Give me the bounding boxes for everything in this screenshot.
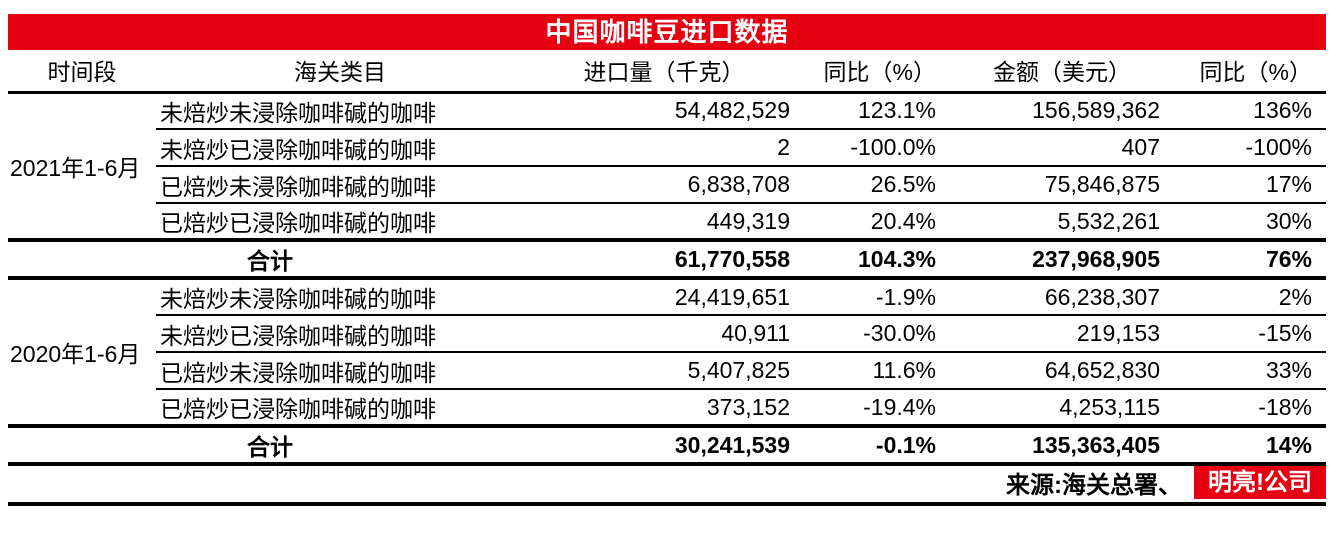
amount-cell: 4,253,115 — [950, 389, 1174, 427]
total-volume-cell: 30,241,539 — [524, 424, 804, 466]
table-row: 未焙炒已浸除咖啡碱的咖啡 2 -100.0% 407 -100% — [8, 129, 1326, 167]
header-category: 海关类目 — [156, 50, 524, 94]
table-row: 未焙炒已浸除咖啡碱的咖啡 40,911 -30.0% 219,153 -15% — [8, 315, 1326, 353]
volume-cell: 449,319 — [524, 203, 804, 241]
category-cell: 已焙炒已浸除咖啡碱的咖啡 — [156, 203, 524, 241]
total-row-2020: 合计 30,241,539 -0.1% 135,363,405 14% — [8, 424, 1326, 466]
total-period-cell — [8, 424, 156, 466]
source-text: 来源:海关总署、 — [1006, 472, 1182, 499]
volume-cell: 2 — [524, 129, 804, 167]
volume-cell: 6,838,708 — [524, 166, 804, 204]
period-label-2020: 2020年1-6月 — [8, 278, 156, 427]
volume-yoy-cell: 123.1% — [804, 92, 950, 130]
table-row: 已焙炒已浸除咖啡碱的咖啡 449,319 20.4% 5,532,261 30% — [8, 203, 1326, 241]
volume-yoy-cell: 20.4% — [804, 203, 950, 241]
volume-cell: 54,482,529 — [524, 92, 804, 130]
total-label: 合计 — [156, 238, 524, 280]
volume-yoy-cell: 11.6% — [804, 352, 950, 390]
volume-cell: 373,152 — [524, 389, 804, 427]
header-volume-yoy: 同比（%） — [804, 50, 950, 94]
amount-yoy-cell: 17% — [1174, 166, 1326, 204]
amount-cell: 219,153 — [950, 315, 1174, 353]
amount-cell: 156,589,362 — [950, 92, 1174, 130]
header-amount: 金额（美元） — [950, 50, 1174, 94]
category-cell: 已焙炒已浸除咖啡碱的咖啡 — [156, 389, 524, 427]
category-cell: 未焙炒未浸除咖啡碱的咖啡 — [156, 92, 524, 130]
amount-cell: 75,846,875 — [950, 166, 1174, 204]
total-volume-cell: 61,770,558 — [524, 238, 804, 280]
volume-yoy-cell: -30.0% — [804, 315, 950, 353]
total-period-cell — [8, 238, 156, 280]
amount-yoy-cell: 136% — [1174, 92, 1326, 130]
category-cell: 未焙炒已浸除咖啡碱的咖啡 — [156, 129, 524, 167]
brand-badge: 明亮!公司 — [1194, 466, 1326, 499]
amount-cell: 407 — [950, 129, 1174, 167]
amount-cell: 5,532,261 — [950, 203, 1174, 241]
table-row: 已焙炒未浸除咖啡碱的咖啡 5,407,825 11.6% 64,652,830 … — [8, 352, 1326, 390]
category-cell: 已焙炒未浸除咖啡碱的咖啡 — [156, 166, 524, 204]
volume-yoy-cell: -19.4% — [804, 389, 950, 427]
amount-yoy-cell: -15% — [1174, 315, 1326, 353]
total-amount-yoy-cell: 14% — [1174, 424, 1326, 466]
total-label: 合计 — [156, 424, 524, 466]
total-amount-yoy-cell: 76% — [1174, 238, 1326, 280]
amount-yoy-cell: -18% — [1174, 389, 1326, 427]
amount-yoy-cell: -100% — [1174, 129, 1326, 167]
amount-cell: 64,652,830 — [950, 352, 1174, 390]
volume-yoy-cell: -100.0% — [804, 129, 950, 167]
import-data-page: 中国咖啡豆进口数据 时间段 海关类目 进口量（千克） 同比（%） 金额（美元） … — [8, 14, 1326, 506]
total-amount-cell: 237,968,905 — [950, 238, 1174, 280]
category-cell: 未焙炒已浸除咖啡碱的咖啡 — [156, 315, 524, 353]
volume-yoy-cell: -1.9% — [804, 278, 950, 316]
header-volume: 进口量（千克） — [524, 50, 804, 94]
volume-cell: 5,407,825 — [524, 352, 804, 390]
table-header-row: 时间段 海关类目 进口量（千克） 同比（%） 金额（美元） 同比（%） — [8, 50, 1326, 94]
amount-yoy-cell: 2% — [1174, 278, 1326, 316]
total-volume-yoy-cell: 104.3% — [804, 238, 950, 280]
amount-yoy-cell: 33% — [1174, 352, 1326, 390]
table-row: 2020年1-6月 未焙炒未浸除咖啡碱的咖啡 24,419,651 -1.9% … — [8, 278, 1326, 427]
total-row-2021: 合计 61,770,558 104.3% 237,968,905 76% — [8, 238, 1326, 280]
table-title: 中国咖啡豆进口数据 — [8, 14, 1326, 50]
category-cell: 已焙炒未浸除咖啡碱的咖啡 — [156, 352, 524, 390]
category-cell: 未焙炒未浸除咖啡碱的咖啡 — [156, 278, 524, 316]
total-amount-cell: 135,363,405 — [950, 424, 1174, 466]
table-row: 已焙炒未浸除咖啡碱的咖啡 6,838,708 26.5% 75,846,875 … — [8, 166, 1326, 204]
volume-cell: 24,419,651 — [524, 278, 804, 316]
volume-cell: 40,911 — [524, 315, 804, 353]
table-footer: 来源:海关总署、 明亮!公司 — [8, 466, 1326, 506]
table-row: 2021年1-6月 未焙炒未浸除咖啡碱的咖啡 54,482,529 123.1%… — [8, 92, 1326, 241]
volume-yoy-cell: 26.5% — [804, 166, 950, 204]
amount-cell: 66,238,307 — [950, 278, 1174, 316]
import-data-table: 时间段 海关类目 进口量（千克） 同比（%） 金额（美元） 同比（%） 2021… — [8, 50, 1326, 466]
table-row: 已焙炒已浸除咖啡碱的咖啡 373,152 -19.4% 4,253,115 -1… — [8, 389, 1326, 427]
total-volume-yoy-cell: -0.1% — [804, 424, 950, 466]
amount-yoy-cell: 30% — [1174, 203, 1326, 241]
header-amount-yoy: 同比（%） — [1174, 50, 1326, 94]
header-period: 时间段 — [8, 50, 156, 94]
period-label-2021: 2021年1-6月 — [8, 92, 156, 241]
